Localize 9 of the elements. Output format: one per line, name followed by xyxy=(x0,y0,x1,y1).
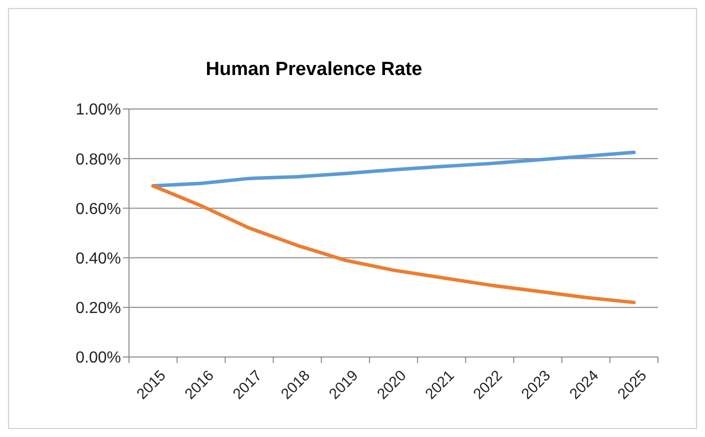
y-tick-label: 0.40% xyxy=(76,250,121,268)
y-tick-label: 0.60% xyxy=(76,200,121,218)
y-tick-label: 0.00% xyxy=(76,350,121,367)
line-series xyxy=(151,184,636,304)
y-tick-label: 0.20% xyxy=(76,300,121,318)
y-tick-label: 1.00% xyxy=(76,102,121,119)
chart-title: Human Prevalence Rate xyxy=(204,59,424,81)
y-tick-label: 0.80% xyxy=(76,151,121,168)
line-series xyxy=(151,150,636,188)
